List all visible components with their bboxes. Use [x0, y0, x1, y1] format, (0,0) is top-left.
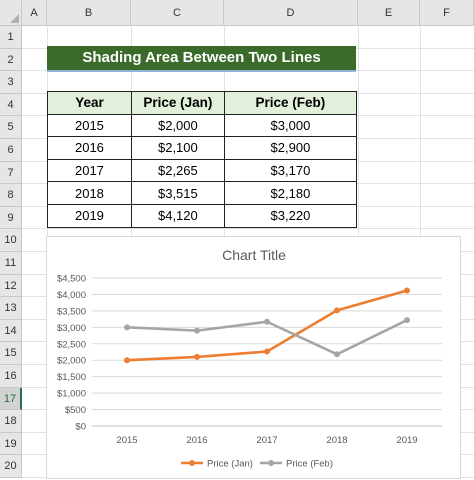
- gridline-horizontal: [22, 228, 474, 230]
- legend-marker-price-jan: [189, 460, 195, 466]
- data-point: [194, 327, 200, 334]
- table-row: 2015 $2,000 $3,000: [47, 113, 358, 138]
- cell-price-feb[interactable]: $2,180: [223, 181, 358, 205]
- line-chart[interactable]: Chart Title $0 $500 $1,000 $1,500 $2,000 $2,50…: [46, 236, 461, 479]
- row-header-11[interactable]: 11: [0, 252, 22, 275]
- row-header-8[interactable]: 8: [0, 184, 22, 207]
- x-tick-label: 2019: [396, 435, 417, 446]
- cell-price-feb[interactable]: $3,170: [223, 158, 358, 183]
- data-point: [404, 317, 410, 324]
- row-header-5[interactable]: 5: [0, 116, 22, 139]
- row-header-2[interactable]: 2: [0, 48, 22, 72]
- row-header-4[interactable]: 4: [0, 93, 22, 117]
- y-tick-label: $1,500: [57, 372, 86, 383]
- chart-canvas: Chart Title $0 $500 $1,000 $1,500 $2,000 $2,50…: [57, 247, 442, 470]
- column-header-c[interactable]: C: [131, 0, 224, 26]
- row-header-7[interactable]: 7: [0, 161, 22, 185]
- data-point: [334, 351, 340, 358]
- column-headers: A B C D E F: [22, 0, 474, 26]
- chart-title: Chart Title: [222, 247, 286, 263]
- row-header-20[interactable]: 20: [0, 455, 22, 478]
- table-row: 2018 $3,515 $2,180: [47, 181, 358, 205]
- data-point: [124, 357, 130, 364]
- x-tick-label: 2018: [326, 435, 347, 446]
- sheet-title-banner[interactable]: Shading Area Between Two Lines: [47, 46, 356, 72]
- cell-price-jan[interactable]: $2,100: [130, 136, 225, 160]
- y-tick-label: $3,000: [57, 323, 86, 334]
- row-header-19[interactable]: 19: [0, 432, 22, 456]
- cell-year[interactable]: 2015: [47, 113, 132, 138]
- cell-price-feb[interactable]: $3,220: [223, 203, 358, 228]
- table-row: 2019 $4,120 $3,220: [47, 203, 358, 228]
- y-tick-label: $0: [75, 422, 86, 433]
- legend-marker-price-feb: [268, 460, 274, 466]
- cell-price-jan[interactable]: $2,265: [130, 158, 225, 183]
- cell-price-jan[interactable]: $2,000: [130, 113, 225, 138]
- y-tick-label: $1,000: [57, 389, 86, 400]
- y-tick-label: $500: [65, 405, 86, 416]
- data-point: [194, 353, 200, 360]
- column-header-f[interactable]: F: [420, 0, 474, 26]
- header-year[interactable]: Year: [47, 91, 132, 115]
- row-header-1[interactable]: 1: [0, 26, 22, 49]
- row-header-9[interactable]: 9: [0, 206, 22, 230]
- cell-year[interactable]: 2018: [47, 181, 132, 205]
- row-header-3[interactable]: 3: [0, 71, 22, 94]
- row-header-13[interactable]: 13: [0, 297, 22, 320]
- cell-price-jan[interactable]: $3,515: [130, 181, 225, 205]
- data-point: [264, 318, 270, 325]
- row-header-14[interactable]: 14: [0, 319, 22, 343]
- x-tick-label: 2016: [186, 435, 207, 446]
- select-all-triangle-icon: [10, 14, 19, 23]
- table-row: 2017 $2,265 $3,170: [47, 158, 358, 183]
- legend-label-price-jan: Price (Jan): [207, 459, 253, 470]
- x-tick-label: 2015: [116, 435, 137, 446]
- y-tick-label: $3,500: [57, 306, 86, 317]
- row-header-17[interactable]: 17: [0, 387, 22, 411]
- y-tick-label: $4,500: [57, 274, 86, 285]
- data-point: [404, 287, 410, 294]
- y-tick-label: $2,000: [57, 356, 86, 367]
- header-price-feb[interactable]: Price (Feb): [223, 91, 358, 115]
- header-price-jan[interactable]: Price (Jan): [130, 91, 225, 115]
- price-table: Year Price (Jan) Price (Feb) 2015 $2,000…: [47, 91, 358, 228]
- y-tick-label: $2,500: [57, 339, 86, 350]
- y-tick-label: $4,000: [57, 290, 86, 301]
- cell-price-feb[interactable]: $3,000: [223, 113, 358, 138]
- row-header-10[interactable]: 10: [0, 229, 22, 252]
- legend-label-price-feb: Price (Feb): [286, 459, 333, 470]
- data-point: [264, 348, 270, 355]
- column-header-e[interactable]: E: [358, 0, 420, 26]
- table-row: 2016 $2,100 $2,900: [47, 136, 358, 160]
- cell-price-feb[interactable]: $2,900: [223, 136, 358, 160]
- column-header-a[interactable]: A: [22, 0, 47, 26]
- select-all-corner[interactable]: [0, 0, 22, 26]
- row-header-6[interactable]: 6: [0, 139, 22, 162]
- row-header-16[interactable]: 16: [0, 365, 22, 388]
- data-point: [124, 324, 130, 331]
- cell-price-jan[interactable]: $4,120: [130, 203, 225, 228]
- column-header-d[interactable]: D: [224, 0, 358, 26]
- data-point: [334, 307, 340, 314]
- row-header-12[interactable]: 12: [0, 274, 22, 298]
- cell-year[interactable]: 2019: [47, 203, 132, 228]
- row-header-18[interactable]: 18: [0, 410, 22, 433]
- table-header-row: Year Price (Jan) Price (Feb): [47, 91, 358, 115]
- cell-year[interactable]: 2017: [47, 158, 132, 183]
- row-header-15[interactable]: 15: [0, 342, 22, 365]
- x-tick-label: 2017: [256, 435, 277, 446]
- cell-year[interactable]: 2016: [47, 136, 132, 160]
- column-header-b[interactable]: B: [47, 0, 131, 26]
